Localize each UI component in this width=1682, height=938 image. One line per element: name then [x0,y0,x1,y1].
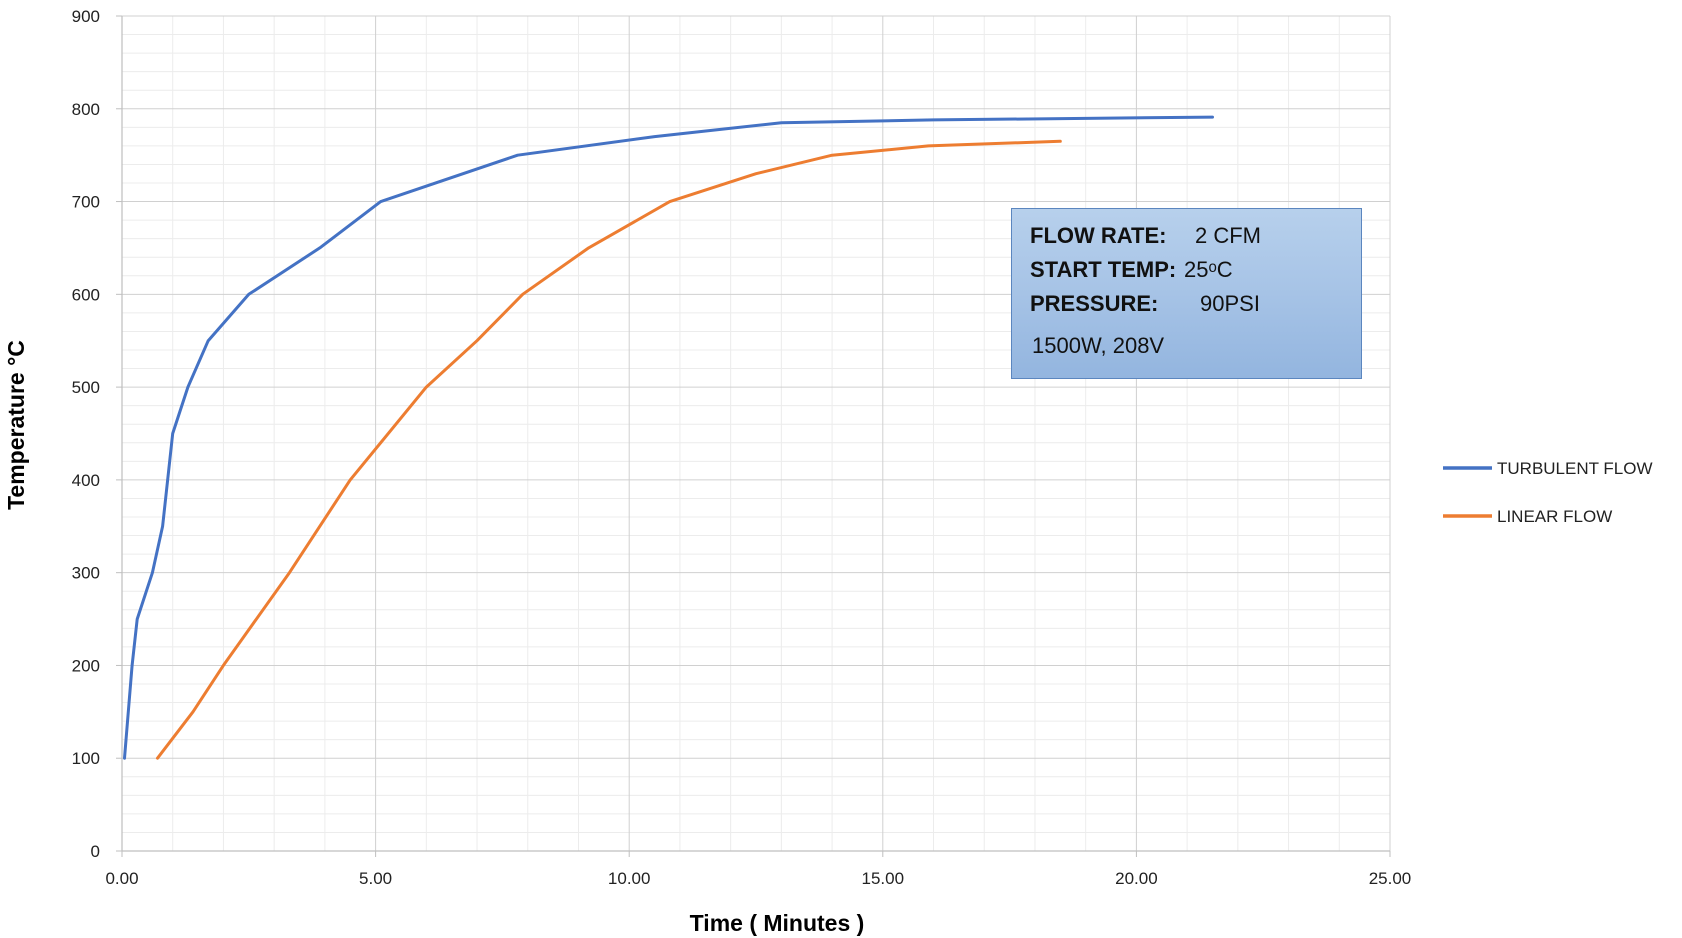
y-tick-label: 800 [72,100,100,119]
axes [116,15,1391,857]
annotation-key: START TEMP: [1030,257,1177,282]
y-tick-label: 0 [91,842,100,861]
x-tick-label: 25.00 [1369,869,1412,888]
annotation-value: 25ᵒC [1184,257,1233,282]
y-tick-label: 100 [72,749,100,768]
legend-label: LINEAR FLOW [1497,507,1612,526]
y-tick-label: 500 [72,378,100,397]
x-tick-label: 5.00 [359,869,392,888]
series-line-linear-flow [156,139,1062,760]
y-axis-title: Temperature °C [3,340,29,510]
x-tick-label: 20.00 [1115,869,1158,888]
y-tick-label: 600 [72,285,100,304]
series [123,115,1214,760]
x-tick-label: 0.00 [105,869,138,888]
annotation-value: 2 CFM [1195,223,1261,248]
annotation-key: FLOW RATE: [1030,223,1167,248]
y-tick-label: 300 [72,564,100,583]
annotation-value: 90PSI [1200,291,1260,316]
y-tick-label: 900 [72,7,100,26]
x-tick-label: 15.00 [862,869,905,888]
grid [121,15,1391,852]
annotation-value: 1500W, 208V [1032,333,1165,358]
legend: TURBULENT FLOW LINEAR FLOW [1443,459,1653,526]
tick-labels: 0.00 5.00 10.00 15.00 20.00 25.00 0 100 200 300 40… [72,7,1412,888]
legend-label: TURBULENT FLOW [1497,459,1653,478]
y-tick-label: 200 [72,656,100,675]
series-line-turbulent-flow [123,115,1214,760]
annotation-flow-rate: FLOW RATE: 2 CFM [1030,223,1261,249]
annotation-box: FLOW RATE: 2 CFM START TEMP: 25ᵒC PRESSURE… [1011,208,1362,379]
annotation-key: PRESSURE: [1030,291,1159,316]
annotation-start-temp: START TEMP: 25ᵒC [1030,257,1233,283]
y-tick-label: 400 [72,471,100,490]
y-tick-label: 700 [72,193,100,212]
annotation-power: 1500W, 208V [1032,333,1164,359]
annotation-pressure: PRESSURE: 90PSI [1030,291,1260,317]
x-tick-label: 10.00 [608,869,651,888]
x-axis-title: Time ( Minutes ) [690,910,865,936]
